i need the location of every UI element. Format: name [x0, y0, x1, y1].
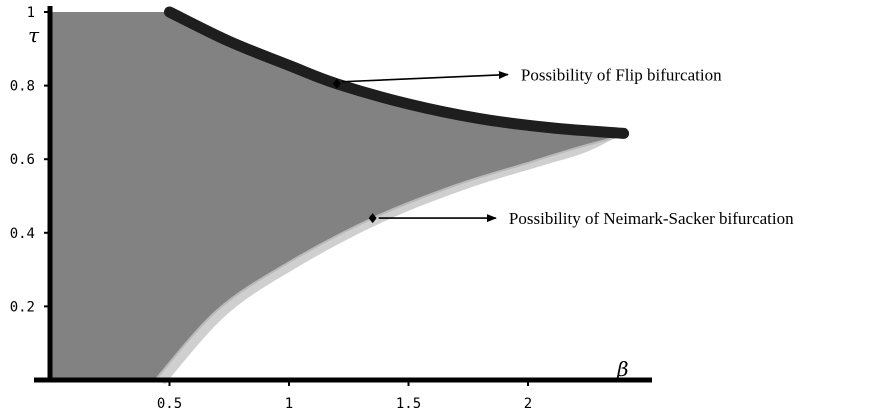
- x-tick-label: 0.5: [157, 396, 182, 412]
- x-tick-label: 1.5: [396, 396, 421, 412]
- annotation-marker: [332, 78, 341, 89]
- annotation-label: Possibility of Flip bifurcation: [521, 66, 722, 85]
- annotation-arrow: [341, 70, 509, 83]
- x-tick-label: 2: [524, 396, 532, 412]
- annotation-marker: [368, 213, 377, 224]
- y-tick-label: 1: [27, 5, 35, 21]
- annotation-label: Possibility of Neimark-Sacker bifurcatio…: [509, 209, 794, 228]
- y-axis-label: τ: [28, 23, 40, 47]
- x-tick-label: 1: [285, 396, 293, 412]
- y-tick-label: 0.4: [10, 226, 35, 242]
- ns-boundary-curve: [154, 134, 624, 381]
- flip-boundary-curve: [164, 6, 630, 139]
- stability-region: [50, 12, 624, 380]
- y-tick-label: 0.2: [10, 299, 35, 315]
- y-tick-label: 0.8: [10, 79, 35, 95]
- y-tick-label: 0.6: [10, 152, 35, 168]
- x-axis-label: β: [616, 357, 629, 381]
